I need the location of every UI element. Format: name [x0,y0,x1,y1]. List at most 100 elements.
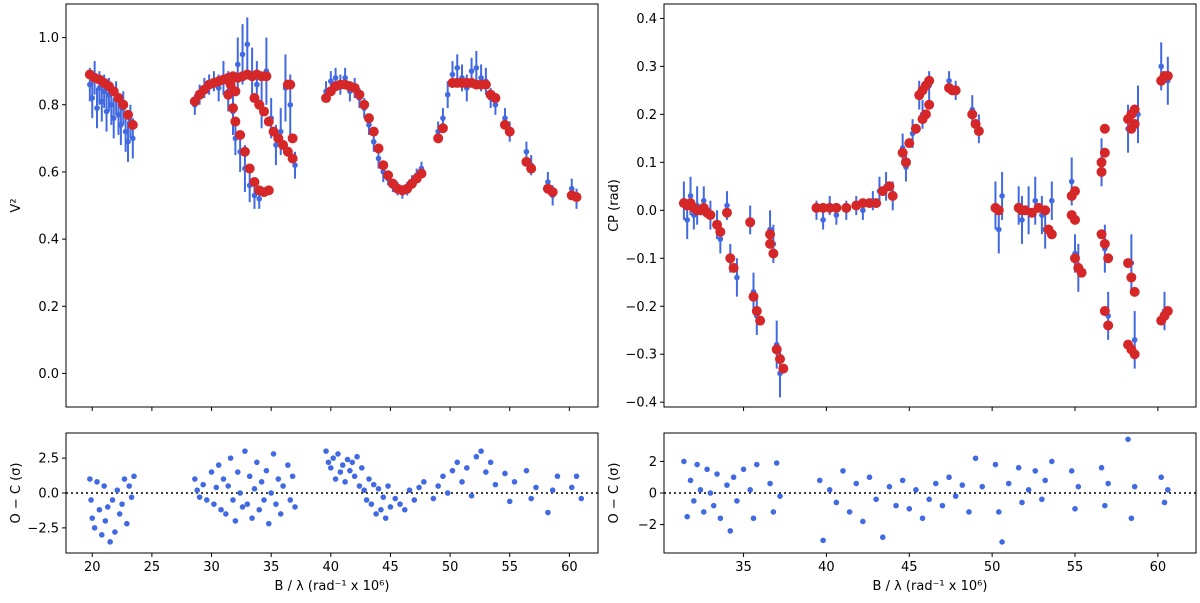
model-point [118,99,129,110]
data-marker [244,41,251,48]
data-marker [373,511,379,517]
data-marker [468,492,475,499]
data-marker [280,483,286,489]
data-point [249,515,255,521]
y-tick-label: −0.1 [625,252,657,267]
data-point [468,492,475,499]
data-marker [256,506,263,513]
data-marker [218,506,224,513]
data-marker [528,495,535,502]
data-marker [370,138,377,145]
data-point [89,515,96,521]
data-point [119,501,125,507]
data-marker [254,81,260,88]
x-tick-label: 45 [901,560,918,575]
data-point [121,476,128,482]
y-tick-label: 2 [649,455,657,470]
data-point [328,465,334,471]
data-marker [1158,474,1164,481]
data-point [263,467,270,474]
data-marker [724,202,730,209]
model-point [745,217,756,228]
data-point [406,487,413,494]
data-marker [926,496,932,503]
x-axis-label: B / λ (rad⁻¹ x 10⁶) [873,579,988,594]
data-marker [440,473,446,480]
data-point [1039,496,1045,503]
model-point [1162,306,1173,317]
data-marker [124,520,130,527]
data-point [717,515,724,522]
data-point [992,461,999,468]
data-marker [568,185,575,192]
data-marker [91,525,98,531]
data-marker [966,509,972,515]
model-point [1129,286,1140,297]
data-marker [109,497,116,503]
data-marker [234,469,241,475]
model-point [1162,70,1173,81]
data-marker [368,501,375,507]
data-point [946,474,952,481]
data-point [94,87,100,129]
data-marker [853,480,860,487]
data-marker [573,473,580,480]
data-point [1075,483,1082,490]
data-marker [1125,436,1131,443]
model-point [490,93,501,104]
data-point [366,476,372,482]
data-marker [215,462,222,468]
model-point [884,181,895,192]
data-marker [820,537,826,544]
data-point [435,483,441,489]
data-point [770,509,777,515]
data-point [87,476,93,482]
plot-area [678,42,1173,398]
data-marker [866,474,873,481]
data-point [196,494,203,500]
model-point [261,71,272,82]
data-marker [339,462,346,468]
model-point [715,226,726,237]
data-marker [523,148,530,155]
data-marker [273,142,279,148]
data-marker [397,501,403,507]
data-marker [382,515,389,521]
data-marker [770,509,777,515]
data-marker [249,515,255,521]
data-marker [710,502,717,509]
data-marker [285,462,291,468]
data-point [107,539,113,545]
data-point [747,487,753,493]
data-marker [342,479,348,485]
data-point [1131,483,1138,490]
data-point [110,98,117,139]
data-marker [332,75,339,81]
data-marker [87,476,93,482]
data-point [94,479,100,485]
data-marker [203,497,210,503]
data-marker [378,506,384,513]
model-point [230,86,241,97]
data-point [697,487,704,493]
x-tick-label: 60 [1150,560,1167,575]
data-marker [335,451,341,457]
model-point [230,116,241,127]
data-point [846,509,853,515]
data-marker [767,480,773,487]
data-point [237,490,243,496]
data-marker [1032,468,1039,474]
data-marker [687,477,694,484]
data-marker [107,539,113,545]
y-tick-label: 0.2 [38,300,59,315]
data-point [820,210,826,230]
data-point [972,455,979,462]
data-marker [277,511,284,517]
data-marker [98,532,105,538]
data-marker [511,479,518,485]
data-marker [323,448,329,454]
data-marker [906,505,913,512]
data-marker [380,494,387,500]
data-marker [375,486,382,492]
